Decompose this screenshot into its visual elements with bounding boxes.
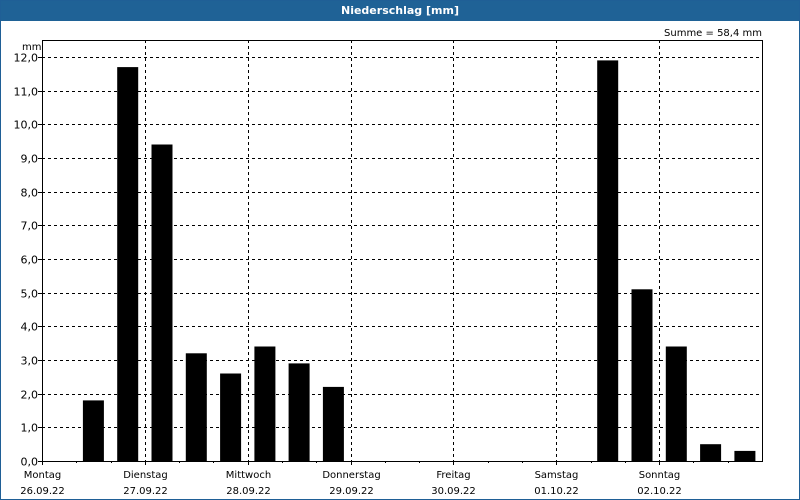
- x-tick-label-date: 02.10.22: [637, 486, 682, 497]
- y-tick-label: 10,0: [14, 119, 39, 132]
- y-tick-label: 8,0: [21, 187, 39, 200]
- y-tick-label: 0,0: [21, 456, 39, 469]
- bar: [665, 346, 687, 461]
- bar-series: [82, 60, 756, 462]
- bar: [734, 450, 756, 461]
- y-tick-label: 2,0: [21, 389, 39, 402]
- bar: [322, 386, 344, 461]
- x-tick-label-day: Samstag: [535, 470, 579, 481]
- bar: [185, 353, 207, 461]
- bar: [288, 363, 310, 461]
- plot-frame: [42, 40, 763, 462]
- y-tick-label: 12,0: [14, 52, 39, 65]
- x-tick-label-day: Dienstag: [123, 470, 168, 481]
- bar: [82, 400, 104, 461]
- x-tick-label-date: 29.09.22: [329, 486, 374, 497]
- bar: [254, 346, 276, 461]
- y-tick-label: 5,0: [21, 288, 39, 301]
- x-tick-label-date: 28.09.22: [226, 486, 271, 497]
- bar: [700, 444, 722, 461]
- y-tick-label: 6,0: [21, 254, 39, 267]
- y-tick-label: 3,0: [21, 355, 39, 368]
- y-axis-unit-label: mm: [22, 42, 41, 53]
- x-tick-label-day: Mittwoch: [226, 470, 271, 481]
- bar: [151, 144, 173, 461]
- y-tick-label: 4,0: [21, 321, 39, 334]
- x-tick-label-date: 30.09.22: [431, 486, 476, 497]
- sum-label: Summe = 58,4 mm: [664, 28, 762, 39]
- y-tick-label: 7,0: [21, 220, 39, 233]
- x-tick-label-day: Montag: [24, 470, 61, 481]
- x-tick-label-date: 01.10.22: [534, 486, 579, 497]
- y-tick-label: 11,0: [14, 86, 39, 99]
- x-tick-label-day: Sonntag: [639, 470, 681, 481]
- x-tick-label-day: Freitag: [436, 470, 470, 481]
- bar: [220, 373, 242, 461]
- y-tick-label: 9,0: [21, 153, 39, 166]
- bar: [597, 60, 619, 462]
- x-axis-ticks: Montag 26.09.22 Dienstag 27.09.22 Mittwoch 28…: [20, 461, 729, 497]
- x-tick-label-date: 27.09.22: [123, 486, 168, 497]
- window-title: Niederschlag [mm]: [1, 1, 799, 21]
- bar: [117, 67, 139, 461]
- bar: [631, 289, 653, 461]
- y-axis-ticks: 0,0 1,0 2,0 3,0 4,0 5,0 6,0 7,0 8,0 9,0 10,0 11,0 12…: [14, 52, 42, 469]
- grid-lines: [42, 40, 762, 461]
- x-tick-label-date: 26.09.22: [20, 486, 65, 497]
- x-tick-label-day: Donnerstag: [322, 470, 380, 481]
- y-tick-label: 1,0: [21, 422, 39, 435]
